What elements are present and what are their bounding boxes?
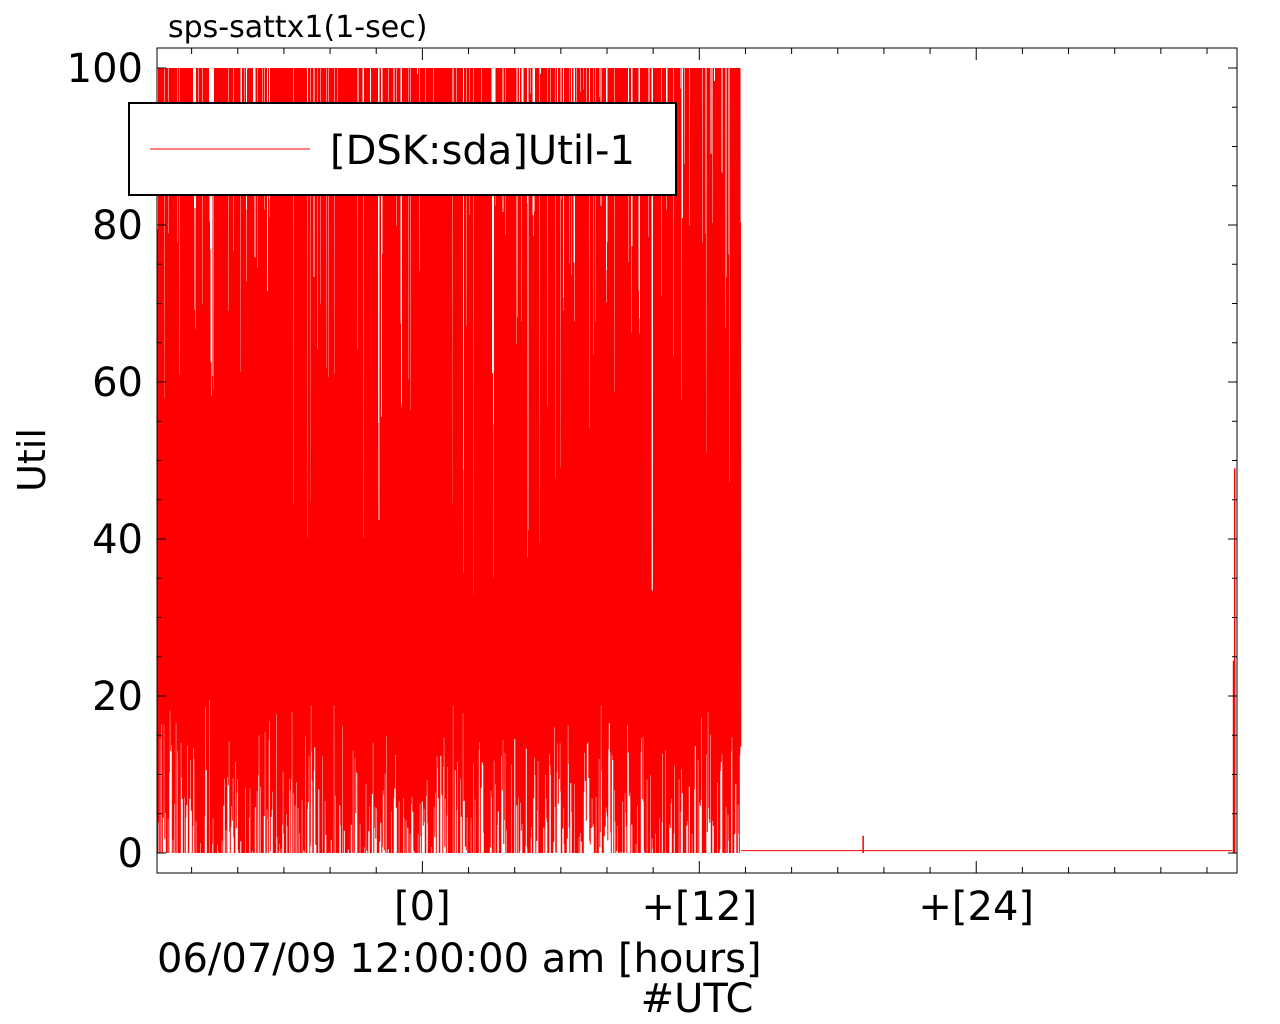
y-tick-label: 80 — [92, 203, 143, 249]
y-tick-label: 20 — [92, 674, 143, 720]
legend-entry: [DSK:sda]Util-1 — [330, 128, 635, 174]
legend: [DSK:sda]Util-1 — [128, 102, 677, 196]
y-tick-label: 40 — [92, 517, 143, 563]
x-tick-label: +[24] — [918, 884, 1034, 930]
x-tick-label: +[12] — [641, 884, 757, 930]
x-axis-timezone: #UTC — [641, 976, 754, 1022]
y-tick-label: 0 — [118, 831, 143, 877]
x-axis-label: 06/07/09 12:00:00 am [hours] — [157, 936, 762, 982]
x-tick-label: [0] — [394, 884, 451, 930]
chart-title: sps-sattx1(1-sec) — [168, 10, 427, 45]
y-tick-label: 60 — [92, 360, 143, 406]
y-tick-label: 100 — [67, 46, 143, 92]
axes: 0 20 40 60 80 100 [0] +[12] +[24] — [67, 46, 1237, 930]
y-axis-label: Util — [10, 428, 54, 492]
